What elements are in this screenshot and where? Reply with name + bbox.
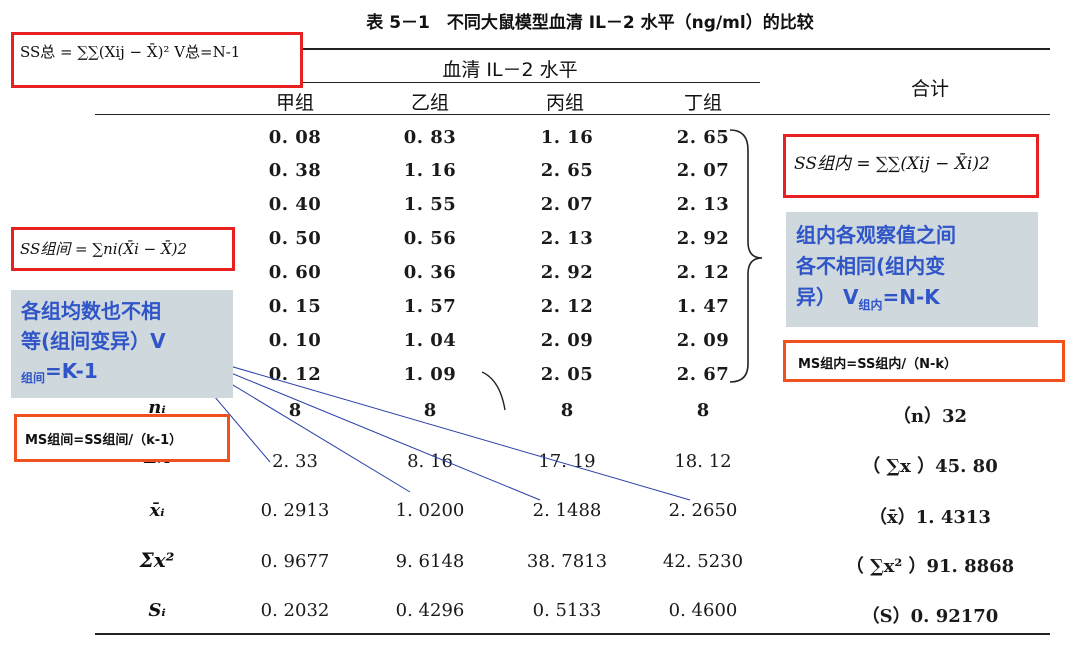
cell: 0. 12 xyxy=(268,364,322,385)
cell: 2. 09 xyxy=(540,330,594,351)
stat-sumsq-bing: 38. 7813 xyxy=(526,551,608,572)
header-bottom-rule xyxy=(95,114,1050,115)
cell: 2. 67 xyxy=(676,364,730,385)
stat-sum-ding: 18. 12 xyxy=(674,451,732,472)
group-header-bing: 丙组 xyxy=(545,92,584,114)
cell: 1. 57 xyxy=(403,296,457,317)
cell: 2. 13 xyxy=(676,194,730,215)
cell: 1. 16 xyxy=(540,127,594,148)
ms-between-formula: MS组间=SS组间/（k-1） xyxy=(25,433,183,448)
within-note-line1: 组内各观察值之间 xyxy=(796,223,956,247)
total-sum: （ ∑x ）45. 80 xyxy=(862,456,998,477)
cell: 2. 13 xyxy=(540,228,594,249)
stat-sum-jia: 2. 33 xyxy=(272,451,318,472)
stat-mean-yi: 1. 0200 xyxy=(395,500,465,521)
connector-line-bing xyxy=(174,349,541,501)
total-s: （S）0. 92170 xyxy=(861,606,999,627)
stat-s-jia: 0. 2032 xyxy=(260,600,330,621)
ss-total-formula-box: SS总 = ∑∑(Xij − X̄)² V总=N-1 xyxy=(11,32,303,88)
stat-n-ding: 8 xyxy=(696,400,710,421)
cell: 0. 15 xyxy=(268,296,322,317)
between-note-sub: 组间 xyxy=(21,371,46,386)
ss-within-formula-box: SS组内 = ∑∑(Xij − X̄i)2 xyxy=(783,134,1039,198)
bottom-rule xyxy=(95,633,1050,635)
total-sumsq: （ ∑x² ）91. 8868 xyxy=(845,556,1015,577)
group-header-ding: 丁组 xyxy=(683,92,722,114)
within-note-line2: 各不相同(组内变 xyxy=(796,254,946,278)
within-variation-note: 组内各观察值之间 各不相同(组内变 异） V组内=N-K xyxy=(786,212,1038,327)
stat-n-jia: 8 xyxy=(288,400,302,421)
stat-sum-bing: 17. 19 xyxy=(538,451,596,472)
cell: 0. 36 xyxy=(403,262,457,283)
total-n: （n）32 xyxy=(892,406,968,427)
cell: 1. 55 xyxy=(403,194,457,215)
cell: 2. 07 xyxy=(676,160,730,181)
top-rule xyxy=(95,48,1050,50)
total-mean: （x̄）1. 4313 xyxy=(869,507,991,528)
within-note-df: =N-K xyxy=(882,285,940,309)
row-label-mean: x̄ᵢ xyxy=(149,500,165,521)
cell: 2. 65 xyxy=(676,127,730,148)
within-note-v: 异） V xyxy=(796,285,859,309)
within-note-sub: 组内 xyxy=(858,298,883,312)
stat-n-bing: 8 xyxy=(560,400,574,421)
total-header-title: 合计 xyxy=(910,78,949,100)
ms-within-formula: MS组内=SS组内/（N-k） xyxy=(798,357,958,372)
ss-within-formula: SS组内 = ∑∑(Xij − X̄i)2 xyxy=(794,154,990,174)
stat-mean-ding: 2. 2650 xyxy=(668,500,738,521)
stat-sumsq-ding: 42. 5230 xyxy=(662,551,744,572)
between-note-line2: 等(组间变异）V xyxy=(21,329,166,353)
stat-n-yi: 8 xyxy=(423,400,437,421)
cell: 0. 40 xyxy=(268,194,322,215)
row-label-n: nᵢ xyxy=(148,397,166,418)
group-header-title: 血清 IL－2 水平 xyxy=(442,59,578,81)
stat-mean-bing: 2. 1488 xyxy=(532,500,602,521)
table-caption: 表 5－1 不同大鼠模型血清 IL－2 水平（ng/ml）的比较 xyxy=(366,13,814,33)
ss-total-formula: SS总 = ∑∑(Xij − X̄)² V总=N-1 xyxy=(20,43,241,61)
cell: 1. 47 xyxy=(676,296,730,317)
cell: 0. 08 xyxy=(268,127,322,148)
cell: 2. 09 xyxy=(676,330,730,351)
within-note-line3: 异） V组内=N-K xyxy=(796,282,1028,321)
ms-between-box: MS组间=SS组间/（k-1） xyxy=(14,414,230,462)
cell: 2. 05 xyxy=(540,364,594,385)
cell: 0. 56 xyxy=(403,228,457,249)
between-note-line1: 各组均数也不相 xyxy=(21,299,161,323)
stat-sum-yi: 8. 16 xyxy=(407,451,453,472)
cell: 2. 92 xyxy=(676,228,730,249)
group-header-yi: 乙组 xyxy=(410,92,449,114)
stat-s-ding: 0. 4600 xyxy=(668,600,738,621)
cell: 2. 92 xyxy=(540,262,594,283)
cell: 0. 60 xyxy=(268,262,322,283)
cell: 1. 16 xyxy=(403,160,457,181)
cell: 2. 07 xyxy=(540,194,594,215)
between-note-df: =K-1 xyxy=(45,359,98,383)
cell: 0. 38 xyxy=(268,160,322,181)
cell: 0. 50 xyxy=(268,228,322,249)
group-header-jia: 甲组 xyxy=(275,92,314,114)
stat-sumsq-jia: 0. 9677 xyxy=(260,551,330,572)
right-brace-icon xyxy=(729,129,763,383)
group-header-rule xyxy=(270,82,760,83)
row-label-sum-x2: Σx² xyxy=(139,548,175,572)
stat-s-bing: 0. 5133 xyxy=(532,600,602,621)
cell: 0. 83 xyxy=(403,127,457,148)
between-variation-note: 各组均数也不相 等(组间变异）V 组间=K-1 xyxy=(11,290,233,398)
between-note-line3: 组间=K-1 xyxy=(21,356,223,393)
cell: 1. 09 xyxy=(403,364,457,385)
stat-mean-jia: 0. 2913 xyxy=(260,500,330,521)
row-label-s: Sᵢ xyxy=(148,600,166,621)
pen-stroke-mark xyxy=(481,371,506,411)
stat-s-yi: 0. 4296 xyxy=(395,600,465,621)
ss-between-formula-box: SS组间 = ∑ni(X̄i − X̄)2 xyxy=(11,227,235,271)
cell: 2. 12 xyxy=(676,262,730,283)
cell: 0. 10 xyxy=(268,330,322,351)
ss-between-formula: SS组间 = ∑ni(X̄i − X̄)2 xyxy=(20,240,188,258)
connector-line-ding xyxy=(174,349,691,501)
cell: 2. 65 xyxy=(540,160,594,181)
ms-within-box: MS组内=SS组内/（N-k） xyxy=(783,340,1065,382)
stat-sumsq-yi: 9. 6148 xyxy=(395,551,465,572)
cell: 1. 04 xyxy=(403,330,457,351)
cell: 2. 12 xyxy=(540,296,594,317)
